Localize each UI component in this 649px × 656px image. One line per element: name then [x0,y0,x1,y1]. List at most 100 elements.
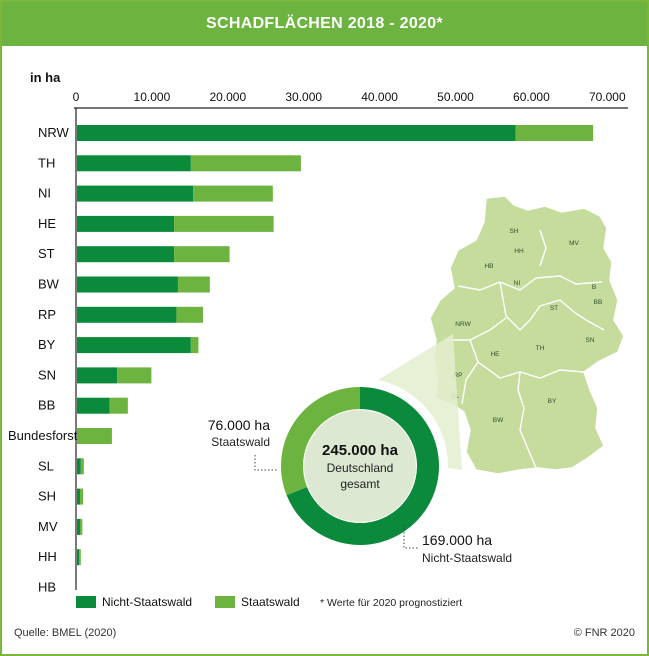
bar-staatswald [80,488,84,505]
bar-nicht-staatswald [77,488,81,505]
staatswald-total-label: Staatswald [211,435,270,449]
map-state-label: NI [514,280,521,287]
donut-segment-nicht-staatswald [286,387,439,545]
map-state-label: TH [536,345,545,352]
map-state-label: NRW [455,321,471,328]
category-label: BY [38,337,56,352]
bar-staatswald [80,458,84,475]
bar-nicht-staatswald [77,276,178,293]
bar-staatswald [77,428,112,444]
bar-staatswald [79,549,81,566]
map-state-label: HB [484,263,493,270]
bar-nicht-staatswald [77,215,175,232]
bar-staatswald [176,306,203,323]
category-label: HE [38,216,56,231]
bar-staatswald [190,337,199,354]
map-state-label: SN [585,337,594,344]
donut-total-label-line2: gesamt [340,477,380,491]
bar-nicht-staatswald [77,367,118,384]
unit-label: in ha [30,70,61,85]
footnote: * Werte für 2020 prognostiziert [320,597,462,609]
map-state-border [499,281,531,331]
bar-nicht-staatswald [77,185,194,202]
category-label: SL [38,458,54,473]
bar-nicht-staatswald [77,337,191,354]
x-tick-label: 60.000 [513,90,550,104]
category-label: NRW [38,125,70,140]
bar-nicht-staatswald [77,155,191,172]
bar-staatswald [80,518,83,535]
nicht-staatswald-total-label: Nicht-Staatswald [422,551,512,565]
map-state-border [539,229,547,267]
chart-title: SCHADFLÄCHEN 2018 - 2020* [206,15,443,32]
bar-staatswald [177,276,210,293]
legend-swatch-staatswald [215,596,235,608]
legend-label-staatswald: Staatswald [241,595,300,609]
map-state-label: BB [594,299,603,306]
x-tick-label: 20.000 [209,90,246,104]
germany-map [429,195,625,475]
bar-nicht-staatswald [77,397,110,414]
category-label: HH [38,549,57,564]
donut-total-label-line1: Deutschland [327,461,394,475]
bar-staatswald [174,246,230,263]
map-state-label: SH [509,228,518,235]
category-label: BB [38,398,55,413]
map-state-border [573,311,605,331]
x-tick-label: 70.000 [589,90,626,104]
category-label: HB [38,580,56,595]
bar-nicht-staatswald [77,549,80,566]
x-tick-label: 10.000 [134,90,171,104]
map-state-border [446,317,507,341]
source-note: Quelle: BMEL (2020) [14,627,117,639]
map-state-label: BW [493,417,504,424]
map-state-label: HH [514,248,524,255]
donut-segment-staatswald [281,387,361,496]
staatswald-total-value: 76.000 ha [208,417,270,433]
category-label: MV [38,519,58,534]
bar-nicht-staatswald [77,246,175,263]
donut-center [304,410,416,522]
nicht-staatswald-callout-line [403,525,418,549]
bar-staatswald [515,125,594,141]
map-state-label: B [592,284,596,291]
category-label: ST [38,246,55,261]
staatswald-callout-line [254,455,278,471]
category-label: SN [38,367,56,382]
bar-staatswald [193,185,273,202]
legend-swatch-nicht-staatswald [76,596,96,608]
map-state-border [529,299,575,321]
bar-nicht-staatswald [77,458,81,475]
category-label: TH [38,155,55,170]
donut-total-value: 245.000 ha [322,442,399,459]
category-label: Bundesforst [8,428,78,443]
map-state-border [477,361,585,379]
copyright-note: © FNR 2020 [573,627,635,639]
category-label: BW [38,277,60,292]
x-tick-label: 0 [73,90,80,104]
map-state-border [517,371,537,469]
bar-staatswald [117,367,152,384]
nicht-staatswald-total-value: 169.000 ha [422,532,492,548]
bar-staatswald [109,397,128,414]
legend-label-nicht-staatswald: Nicht-Staatswald [102,595,192,609]
header-bar: SCHADFLÄCHEN 2018 - 2020* [2,2,647,46]
map-state-label: MV [569,240,579,247]
bar-nicht-staatswald [77,306,177,323]
x-tick-label: 40.000 [361,90,398,104]
category-label: RP [38,307,56,322]
x-tick-label: 30.000 [285,90,322,104]
bar-staatswald [190,155,301,172]
category-label: SH [38,489,56,504]
bar-nicht-staatswald [77,518,81,535]
map-state-label: RP [453,372,462,379]
bar-staatswald [174,215,274,232]
x-tick-label: 50.000 [437,90,474,104]
map-state-label: ST [550,305,558,312]
map-state-label: BY [548,398,557,405]
bar-nicht-staatswald [77,125,516,141]
category-label: NI [38,186,51,201]
map-state-label: HE [490,351,500,358]
map-state-border [535,275,603,285]
